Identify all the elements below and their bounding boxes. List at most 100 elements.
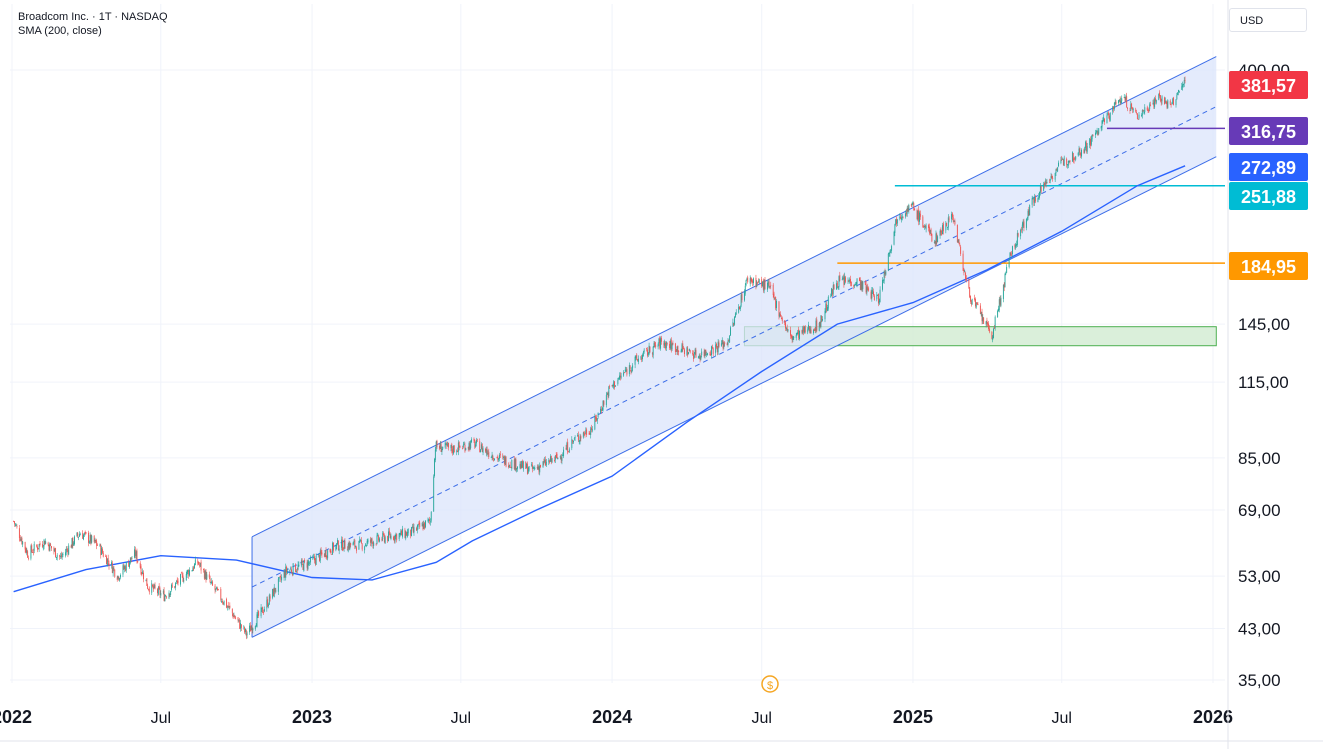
candle-body bbox=[956, 224, 958, 243]
candle-body bbox=[958, 239, 960, 244]
candle-body bbox=[1021, 229, 1022, 231]
candle bbox=[856, 278, 858, 288]
candle-body bbox=[854, 284, 856, 286]
candle bbox=[451, 442, 453, 454]
candle-body bbox=[1002, 284, 1004, 299]
candle bbox=[1079, 147, 1081, 156]
candle-body bbox=[850, 278, 851, 284]
candle-body bbox=[919, 212, 920, 222]
candle-body bbox=[373, 542, 375, 546]
candle bbox=[1115, 99, 1117, 107]
indicator-title[interactable]: SMA (200, close) bbox=[18, 25, 102, 37]
candle-body bbox=[369, 539, 371, 543]
candle bbox=[482, 446, 484, 456]
candle bbox=[542, 461, 544, 469]
candle bbox=[1078, 145, 1080, 156]
candle-body bbox=[843, 276, 845, 285]
candle-body bbox=[868, 288, 870, 291]
candle-body bbox=[44, 541, 46, 545]
candle-body bbox=[597, 412, 599, 417]
candle bbox=[1097, 130, 1099, 137]
candle bbox=[1014, 243, 1016, 250]
candle-body bbox=[693, 355, 695, 358]
candle-body bbox=[574, 437, 576, 439]
candle bbox=[128, 559, 130, 567]
candle-body bbox=[637, 358, 639, 362]
candle bbox=[588, 430, 590, 435]
candle-body bbox=[799, 330, 800, 340]
candle bbox=[884, 268, 886, 278]
candle bbox=[76, 532, 78, 537]
price-label-badge: 251,88 bbox=[1229, 182, 1308, 210]
candle bbox=[1061, 155, 1063, 161]
candle bbox=[585, 427, 587, 435]
candle-body bbox=[93, 535, 95, 543]
candle-body bbox=[101, 547, 103, 555]
candle bbox=[411, 523, 413, 529]
candle-body bbox=[747, 277, 749, 283]
candle bbox=[105, 554, 107, 557]
candle-body bbox=[577, 434, 579, 441]
candle-body bbox=[296, 569, 298, 571]
candle bbox=[412, 523, 414, 534]
candle-body bbox=[1009, 252, 1011, 259]
candle bbox=[303, 560, 305, 572]
candle bbox=[456, 449, 458, 456]
candle bbox=[49, 542, 51, 552]
candle bbox=[1062, 157, 1064, 160]
candle bbox=[1045, 179, 1047, 188]
candle bbox=[198, 561, 200, 566]
candle-body bbox=[1086, 146, 1088, 152]
candle bbox=[641, 354, 643, 363]
candle bbox=[463, 441, 465, 446]
candle-body bbox=[516, 468, 518, 470]
candle bbox=[124, 564, 126, 572]
candle-body bbox=[413, 527, 415, 533]
candle-body bbox=[1039, 185, 1041, 193]
candle bbox=[873, 294, 875, 301]
candle-body bbox=[640, 357, 642, 359]
candle bbox=[171, 583, 172, 592]
candle bbox=[589, 431, 591, 435]
candle-body bbox=[808, 324, 810, 330]
candle bbox=[416, 524, 418, 534]
candle-body bbox=[545, 459, 546, 466]
currency-button[interactable]: USD bbox=[1229, 8, 1307, 32]
badge-value: 272,89 bbox=[1241, 158, 1296, 178]
candle-body bbox=[519, 463, 521, 468]
candle-body bbox=[791, 335, 793, 340]
candle-body bbox=[648, 345, 650, 355]
candle bbox=[343, 539, 345, 552]
candle-body bbox=[480, 444, 482, 449]
candle bbox=[411, 526, 412, 537]
candle bbox=[836, 280, 837, 290]
candle bbox=[919, 210, 921, 220]
candle bbox=[1155, 95, 1156, 105]
candle bbox=[891, 244, 893, 254]
candle-body bbox=[914, 208, 916, 211]
candle-body bbox=[1017, 233, 1019, 236]
candle-body bbox=[993, 328, 995, 330]
candle bbox=[824, 308, 826, 323]
candle bbox=[646, 347, 648, 358]
candle-body bbox=[861, 281, 863, 290]
candle-body bbox=[844, 276, 846, 285]
symbol-title[interactable]: Broadcom Inc. · 1T · NASDAQ bbox=[18, 11, 168, 23]
candle-body bbox=[653, 343, 655, 348]
candle-body bbox=[360, 540, 361, 542]
candle-body bbox=[497, 456, 499, 460]
candle bbox=[45, 538, 47, 545]
candle bbox=[1094, 129, 1096, 138]
candle-body bbox=[666, 342, 668, 345]
candle-body bbox=[281, 576, 283, 581]
candle-body bbox=[721, 339, 723, 344]
candle-body bbox=[383, 535, 385, 543]
candle-body bbox=[600, 408, 602, 414]
candle bbox=[326, 555, 328, 560]
candle-body bbox=[578, 440, 580, 442]
candle bbox=[711, 344, 713, 350]
candle-body bbox=[185, 574, 187, 581]
candle bbox=[465, 447, 467, 451]
candle-body bbox=[1091, 135, 1093, 140]
